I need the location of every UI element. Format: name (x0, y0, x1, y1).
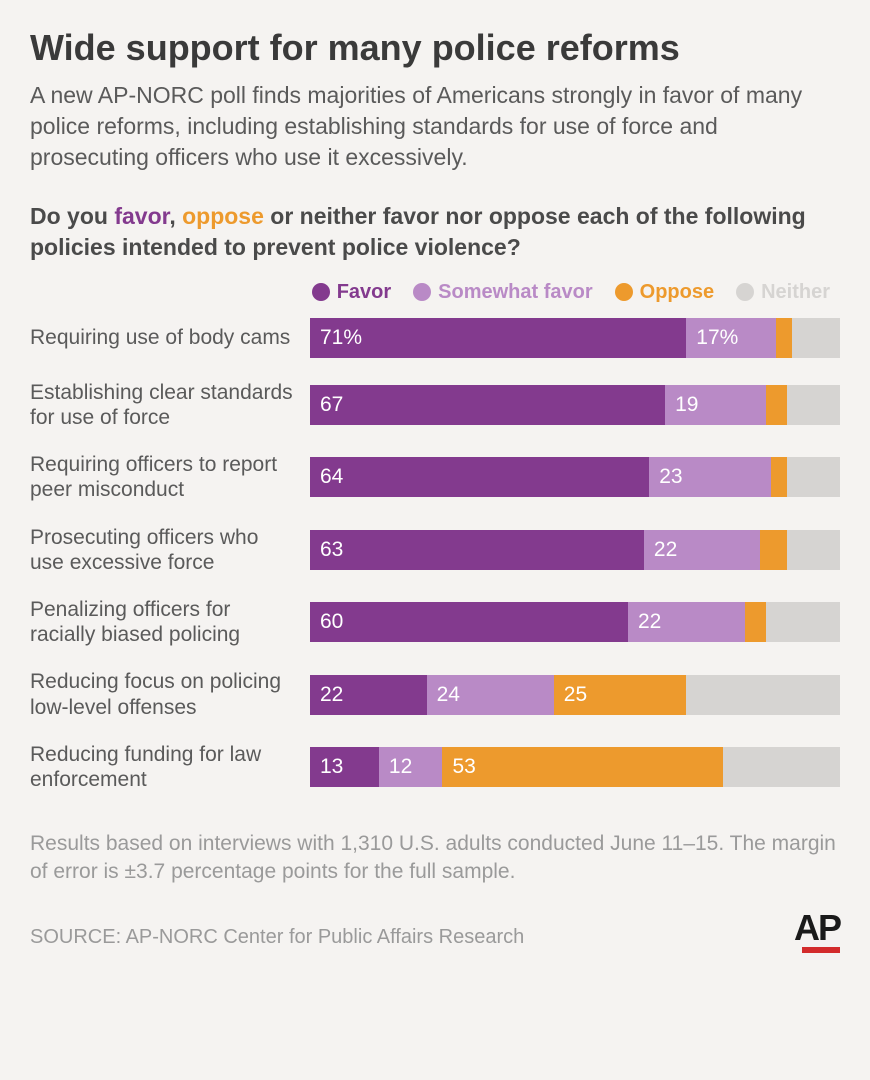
bar-segment-oppose (760, 530, 787, 570)
row-label: Reducing focus on policing low-level off… (30, 669, 310, 719)
legend-item: Somewhat favor (413, 281, 592, 304)
page-title: Wide support for many police reforms (30, 28, 840, 68)
row-label: Requiring use of body cams (30, 325, 310, 350)
ap-logo: AP (794, 907, 840, 949)
bar-segment-favor: 67 (310, 385, 665, 425)
bar-segment-oppose: 53 (442, 747, 723, 787)
bar-segment-favor: 64 (310, 457, 649, 497)
bar-segment-somewhat: 17% (686, 318, 776, 358)
bar-segment-neither (787, 457, 840, 497)
legend-item: Favor (312, 281, 391, 304)
bar-segment-somewhat: 22 (628, 602, 745, 642)
legend-label: Somewhat favor (438, 281, 592, 304)
bar-segment-favor: 60 (310, 602, 628, 642)
legend-swatch (615, 283, 633, 301)
bar-segment-somewhat: 19 (665, 385, 766, 425)
legend-label: Oppose (640, 281, 714, 304)
bar-segment-favor: 22 (310, 675, 427, 715)
bar-segment-oppose (766, 385, 787, 425)
bar-segment-somewhat: 22 (644, 530, 761, 570)
bar-track: 6423 (310, 457, 840, 497)
bar-segment-neither (686, 675, 840, 715)
question-favor-word: favor (114, 203, 169, 229)
subtitle: A new AP-NORC poll finds majorities of A… (30, 80, 840, 173)
row-label: Requiring officers to report peer miscon… (30, 452, 310, 502)
question-text: , (169, 203, 182, 229)
ap-logo-text: AP (794, 907, 840, 948)
bar-segment-somewhat: 23 (649, 457, 771, 497)
bar-segment-neither (723, 747, 840, 787)
bar-segment-favor: 71% (310, 318, 686, 358)
bar-segment-neither (766, 602, 840, 642)
bar-segment-oppose (745, 602, 766, 642)
bar-segment-somewhat: 12 (379, 747, 443, 787)
legend-swatch (312, 283, 330, 301)
poll-question: Do you favor, oppose or neither favor no… (30, 201, 840, 263)
bar-chart: Requiring use of body cams71%17%Establis… (30, 318, 840, 792)
chart-row: Requiring officers to report peer miscon… (30, 452, 840, 502)
bar-track: 131253 (310, 747, 840, 787)
bar-segment-oppose (776, 318, 792, 358)
bar-segment-oppose: 25 (554, 675, 687, 715)
chart-row: Prosecuting officers who use excessive f… (30, 525, 840, 575)
bar-segment-favor: 13 (310, 747, 379, 787)
ap-logo-accent (802, 947, 840, 953)
row-label: Establishing clear standards for use of … (30, 380, 310, 430)
bar-segment-oppose (771, 457, 787, 497)
legend-item: Neither (736, 281, 830, 304)
source-text: SOURCE: AP-NORC Center for Public Affair… (30, 926, 524, 949)
bar-segment-somewhat: 24 (427, 675, 554, 715)
legend-swatch (736, 283, 754, 301)
footnote: Results based on interviews with 1,310 U… (30, 830, 840, 887)
question-text: Do you (30, 203, 114, 229)
bar-segment-favor: 63 (310, 530, 644, 570)
row-label: Penalizing officers for racially biased … (30, 597, 310, 647)
bar-segment-neither (787, 530, 840, 570)
bar-track: 71%17% (310, 318, 840, 358)
chart-row: Penalizing officers for racially biased … (30, 597, 840, 647)
legend-label: Neither (761, 281, 830, 304)
bar-track: 6022 (310, 602, 840, 642)
chart-row: Requiring use of body cams71%17% (30, 318, 840, 358)
row-label: Prosecuting officers who use excessive f… (30, 525, 310, 575)
bar-segment-neither (787, 385, 840, 425)
question-oppose-word: oppose (182, 203, 264, 229)
bar-track: 222425 (310, 675, 840, 715)
chart-row: Reducing focus on policing low-level off… (30, 669, 840, 719)
legend-label: Favor (337, 281, 391, 304)
bar-track: 6719 (310, 385, 840, 425)
source-row: SOURCE: AP-NORC Center for Public Affair… (30, 907, 840, 949)
bar-track: 6322 (310, 530, 840, 570)
chart-legend: Favor Somewhat favor Oppose Neither (30, 281, 840, 304)
chart-row: Reducing funding for law enforcement1312… (30, 742, 840, 792)
bar-segment-neither (792, 318, 840, 358)
chart-row: Establishing clear standards for use of … (30, 380, 840, 430)
legend-item: Oppose (615, 281, 714, 304)
legend-swatch (413, 283, 431, 301)
row-label: Reducing funding for law enforcement (30, 742, 310, 792)
